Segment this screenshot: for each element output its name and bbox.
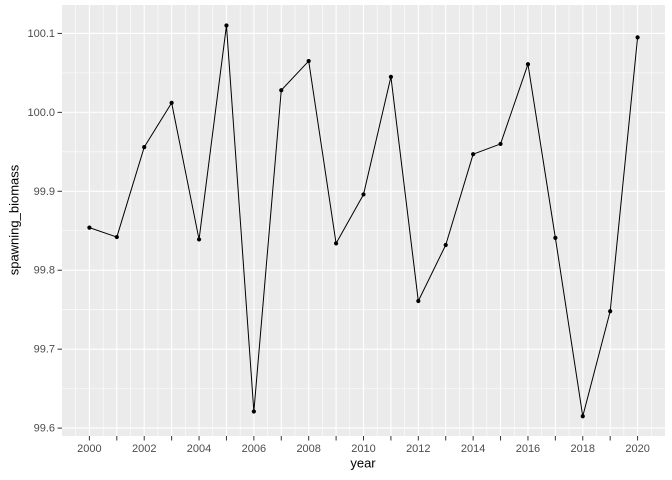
- data-point: [196, 237, 202, 242]
- minor-gridlines: [62, 5, 665, 436]
- data-point: [608, 309, 613, 314]
- x-tick-label: 2002: [132, 443, 156, 455]
- x-tick-label: 2016: [516, 443, 540, 455]
- x-tick-label: 2008: [296, 443, 320, 455]
- x-tick-labels: 2000 2002 2004 2006 2008 2010 2012 2014 2016 2018…: [77, 443, 650, 455]
- y-tick-label: 99.9: [34, 186, 55, 198]
- y-tick-label: 100.0: [27, 107, 55, 119]
- x-tick-label: 2010: [351, 443, 375, 455]
- data-point: [169, 100, 174, 105]
- x-tick-label: 2020: [625, 443, 649, 455]
- y-tick-label: 99.7: [34, 344, 55, 356]
- data-point: [525, 62, 531, 67]
- data-point: [553, 235, 558, 240]
- data-point: [580, 414, 585, 419]
- data-point: [388, 74, 394, 79]
- y-tick-labels: 100.1 100.0 99.9 99.8 99.7 99.6: [27, 28, 55, 435]
- x-tick-label: 2018: [571, 443, 595, 455]
- data-point: [142, 144, 147, 150]
- data-point: [87, 225, 92, 230]
- x-tick-label: 2000: [77, 443, 101, 455]
- data-point: [251, 409, 256, 414]
- data-points: [87, 23, 640, 419]
- x-axis-title: year: [350, 455, 376, 471]
- y-tick-label: 100.1: [27, 28, 55, 40]
- x-tick-label: 2004: [187, 443, 211, 455]
- axis-tick-marks: [57, 32, 639, 441]
- y-axis-title: spawning_biomass: [6, 164, 22, 276]
- y-tick-label: 99.8: [34, 265, 55, 277]
- data-point: [443, 242, 448, 248]
- data-point: [471, 152, 476, 157]
- data-point: [114, 234, 119, 240]
- data-point: [224, 23, 229, 28]
- y-tick-label: 99.6: [34, 423, 55, 435]
- data-point: [333, 241, 339, 246]
- major-gridlines: [62, 5, 665, 436]
- x-tick-label: 2006: [242, 443, 266, 455]
- x-tick-label: 2014: [461, 443, 485, 455]
- data-point: [635, 35, 640, 40]
- x-tick-label: 2012: [406, 443, 430, 455]
- data-point: [416, 298, 421, 304]
- data-point: [306, 58, 311, 64]
- data-point: [361, 192, 366, 197]
- data-point: [498, 141, 503, 147]
- data-point: [279, 88, 284, 93]
